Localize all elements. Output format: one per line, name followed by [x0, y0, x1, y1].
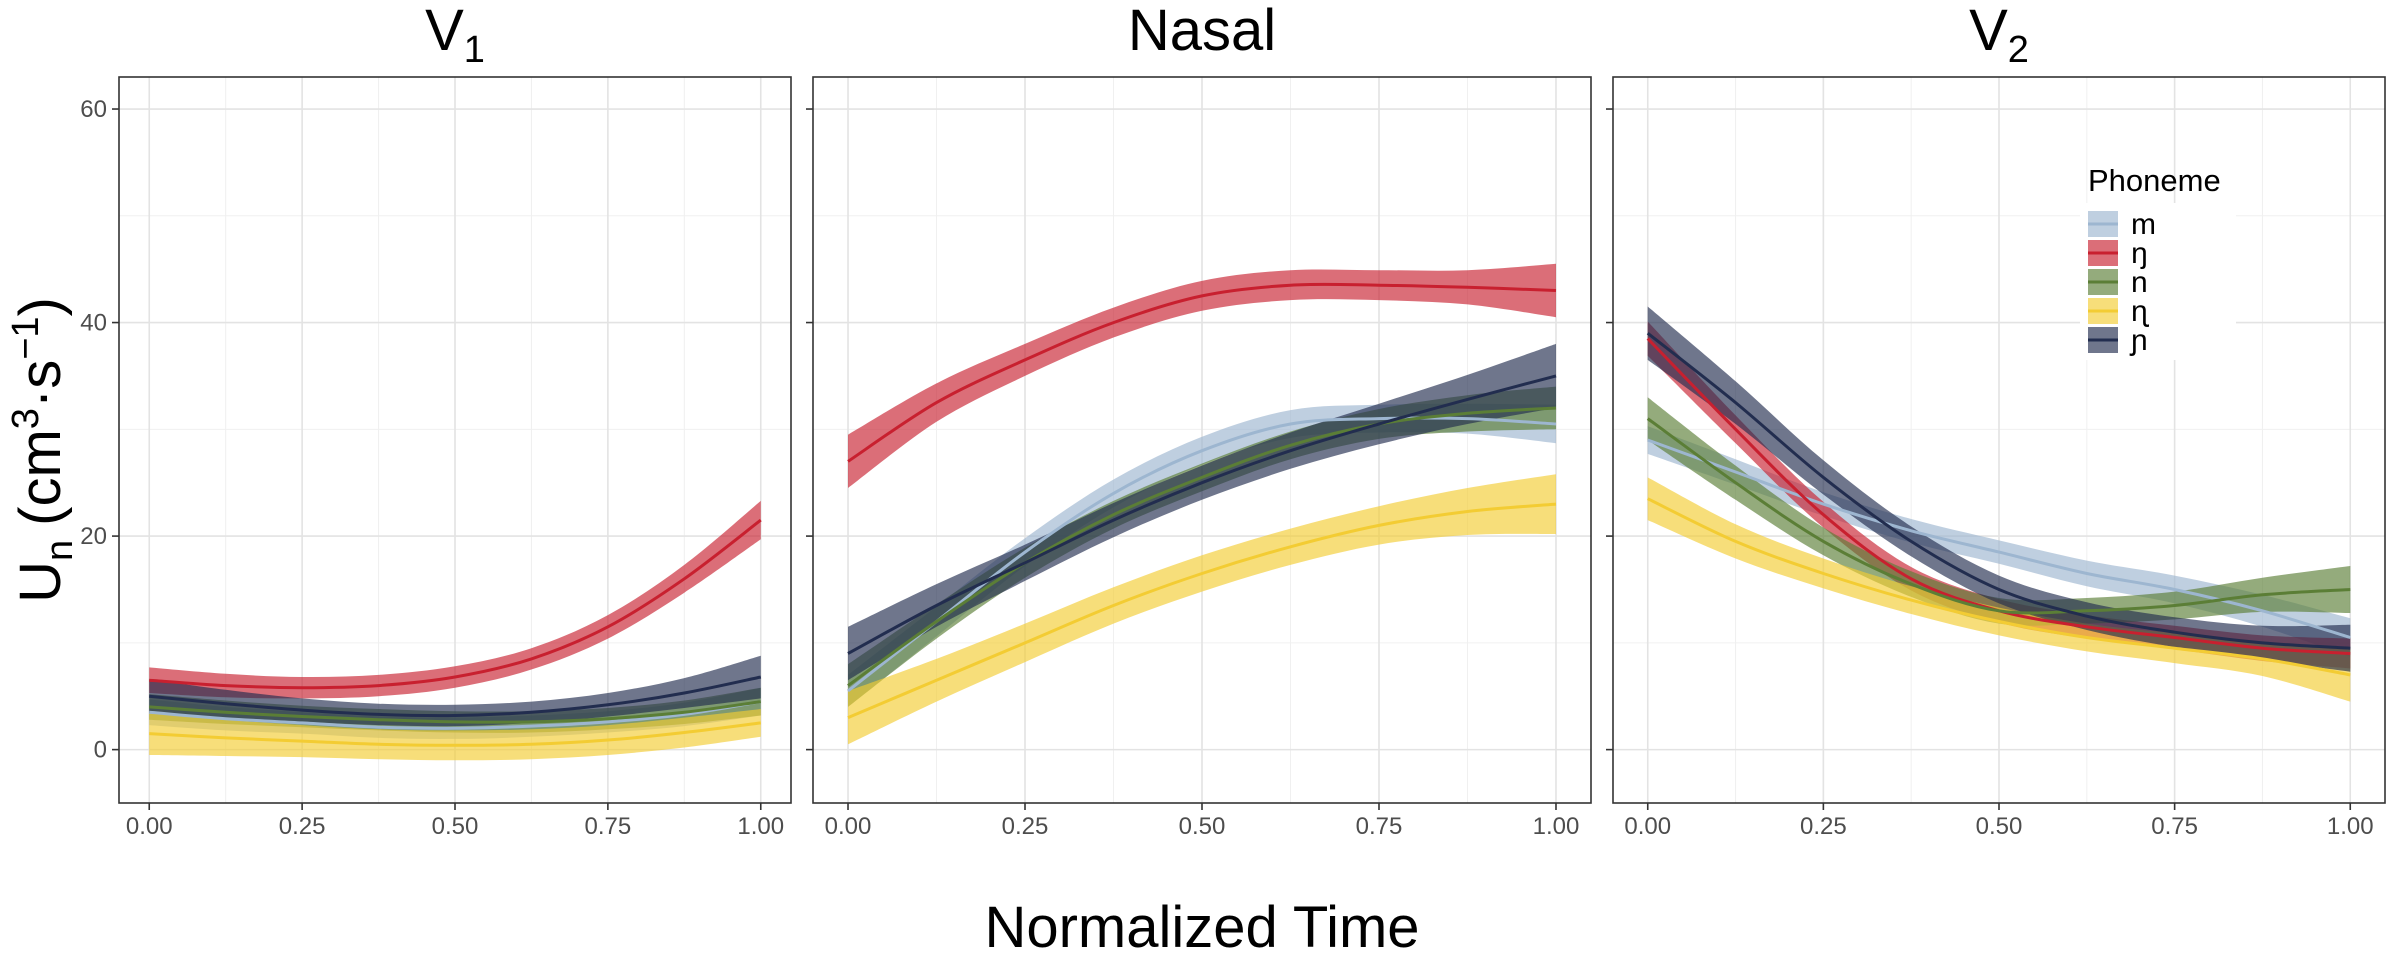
series-line: [1647, 438, 2351, 639]
y-axis-unit-mid: ·s: [8, 360, 73, 408]
legend-title: Phoneme: [2088, 163, 2221, 198]
y-axis-symbol-subscript: n: [39, 540, 81, 561]
series-line: [1646, 332, 2351, 650]
confidence-band: [848, 474, 1556, 745]
facet-title-main: V: [1969, 0, 2008, 63]
y-axis-unit-open: (cm: [8, 429, 73, 526]
legend-item: ŋ: [2088, 237, 2148, 270]
facet-title: V2: [1969, 0, 2029, 71]
x-tick-label: 0.00: [825, 813, 872, 840]
y-axis-title: Un (cm3·s−1): [5, 297, 81, 603]
series-line: [149, 518, 762, 690]
x-tick-label: 0.25: [279, 813, 326, 840]
panel-1: 0.00 0.25 0.50 0.75 1.00 0 20 40 60 V1: [80, 0, 792, 840]
series-line: [149, 721, 761, 747]
confidence-band: [1647, 397, 2351, 626]
x-tick-label: 0.00: [1624, 813, 1671, 840]
y-axis-unit-exponent-1: 3: [5, 408, 47, 429]
legend-label: ɲ: [2129, 324, 2148, 357]
facet-title-subscript: 1: [464, 29, 485, 71]
confidence-band: [149, 500, 761, 699]
series-line: [847, 374, 1557, 655]
legend-item: ɲ: [2088, 324, 2148, 357]
series-line: [1646, 417, 2351, 615]
x-tick-label: 0.25: [1800, 813, 1847, 840]
series-line: [149, 700, 762, 730]
legend-label: m: [2131, 208, 2156, 241]
facet-title-main: V: [425, 0, 464, 63]
legend-label: n: [2131, 266, 2148, 299]
series-line: [847, 406, 1557, 687]
series-line: [149, 675, 762, 718]
x-tick-label: 0.75: [585, 813, 632, 840]
y-axis-unit-close: ): [8, 297, 73, 316]
confidence-band: [1647, 306, 2351, 672]
y-axis-unit-exponent-2: −1: [5, 316, 47, 359]
x-tick-label: 0.25: [1002, 813, 1049, 840]
facet-title-subscript: 2: [2008, 29, 2029, 71]
grid: [1613, 77, 2385, 803]
facet-title: V1: [425, 0, 485, 71]
x-tick-label: 1.00: [737, 813, 784, 840]
panel-2: 0.00 0.25 0.50 0.75 1.00 Nasal: [806, 0, 1592, 840]
series-line: [847, 416, 1557, 693]
y-tick-label: 60: [80, 96, 107, 123]
legend-label: ɳ: [2131, 295, 2149, 328]
y-tick-label: 40: [80, 310, 107, 337]
x-tick-label: 1.00: [2327, 813, 2374, 840]
panel-3: 0.00 0.25 0.50 0.75 1.00 V2: [1606, 0, 2386, 840]
series-line: [1647, 497, 2351, 677]
y-tick-label: 20: [80, 523, 107, 550]
facet-title: Nasal: [1128, 0, 1276, 63]
x-tick-label: 0.75: [1356, 813, 1403, 840]
legend-item: ɳ: [2088, 295, 2149, 328]
series-group: [149, 500, 762, 761]
x-tick-label: 0.75: [2151, 813, 2198, 840]
series-line: [847, 282, 1557, 463]
y-axis-symbol: U: [8, 561, 73, 603]
legend-item: n: [2088, 266, 2148, 299]
x-tick-label: 0.50: [1179, 813, 1226, 840]
legend-item: m: [2088, 208, 2156, 241]
legend-label: ŋ: [2131, 237, 2148, 270]
x-tick-label: 0.00: [126, 813, 173, 840]
confidence-band: [149, 655, 761, 727]
y-tick-label: 0: [94, 737, 107, 764]
series-line: [847, 502, 1557, 719]
x-tick-label: 0.50: [1976, 813, 2023, 840]
x-tick-label: 1.00: [1533, 813, 1580, 840]
confidence-band: [848, 343, 1556, 681]
facet-title-main: Nasal: [1128, 0, 1276, 63]
series-group: [847, 263, 1557, 745]
series-group: [1646, 306, 2351, 702]
confidence-band: [149, 709, 761, 761]
x-axis-title: Normalized Time: [984, 895, 1419, 960]
x-tick-label: 0.50: [432, 813, 479, 840]
series-line: [149, 700, 762, 724]
